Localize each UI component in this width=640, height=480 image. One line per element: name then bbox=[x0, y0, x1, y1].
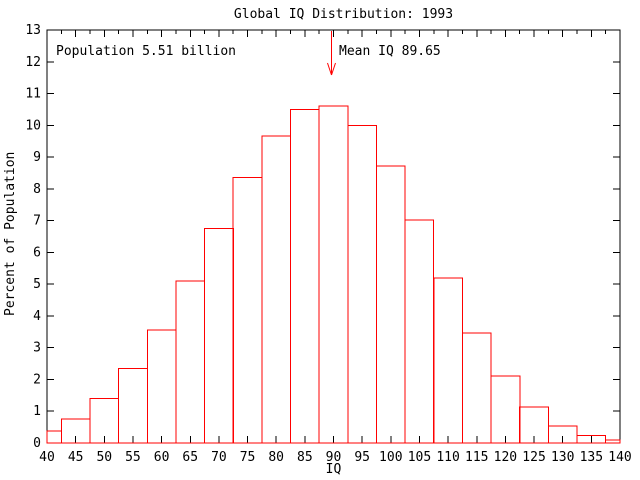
histogram-bar bbox=[204, 228, 234, 444]
histogram-bar bbox=[290, 108, 320, 444]
y-tick-label: 6 bbox=[33, 245, 41, 260]
y-tick-label: 11 bbox=[25, 87, 41, 102]
mean-arrow bbox=[327, 31, 336, 76]
histogram-bar bbox=[433, 277, 463, 444]
histogram-bar bbox=[347, 124, 377, 444]
y-tick-label: 4 bbox=[33, 309, 41, 324]
histogram-bar bbox=[318, 105, 349, 444]
y-tick-label: 13 bbox=[25, 23, 41, 38]
y-tick-label: 1 bbox=[33, 404, 41, 419]
histogram-bar bbox=[490, 375, 521, 444]
x-tick-label: 115 bbox=[465, 450, 488, 465]
histogram-bar bbox=[118, 367, 148, 444]
histogram-bar bbox=[46, 430, 62, 444]
x-tick-label: 65 bbox=[182, 450, 198, 465]
histogram-bar bbox=[461, 332, 492, 444]
histogram-bars bbox=[46, 105, 621, 444]
histogram-bar bbox=[261, 135, 291, 444]
x-tick-label: 85 bbox=[297, 450, 313, 465]
y-tick-label: 9 bbox=[33, 150, 41, 165]
x-tick-label: 90 bbox=[326, 450, 342, 465]
x-tick-label: 50 bbox=[96, 450, 112, 465]
x-tick-label: 60 bbox=[154, 450, 170, 465]
histogram-bar bbox=[175, 280, 205, 444]
x-tick-label: 95 bbox=[354, 450, 370, 465]
x-tick-label: 105 bbox=[408, 450, 431, 465]
x-axis-label: IQ bbox=[325, 462, 342, 477]
histogram-bar bbox=[146, 329, 177, 444]
histogram-bar bbox=[519, 406, 549, 444]
histogram-bar bbox=[547, 425, 578, 444]
x-tick-label: 140 bbox=[608, 450, 631, 465]
histogram-bar bbox=[232, 177, 263, 444]
mean-arrow-head bbox=[327, 62, 332, 76]
x-tick-label: 135 bbox=[580, 450, 603, 465]
x-tick-label: 45 bbox=[68, 450, 84, 465]
mean-arrow-head bbox=[331, 62, 336, 76]
y-tick-label: 12 bbox=[25, 55, 41, 70]
axes bbox=[46, 29, 621, 444]
y-tick-label: 5 bbox=[33, 277, 41, 292]
y-tick-label: 0 bbox=[33, 436, 41, 451]
chart-title: Global IQ Distribution: 1993 bbox=[233, 7, 454, 22]
x-tick-label: 75 bbox=[240, 450, 256, 465]
population-annotation: Population 5.51 billion bbox=[56, 44, 237, 59]
x-tick-label: 130 bbox=[551, 450, 574, 465]
plot-border bbox=[46, 29, 621, 444]
x-tick-label: 70 bbox=[211, 450, 227, 465]
y-tick-label: 7 bbox=[33, 214, 41, 229]
y-tick-label: 8 bbox=[33, 182, 41, 197]
histogram-bar bbox=[404, 219, 435, 444]
x-tick-label: 125 bbox=[522, 450, 545, 465]
histogram-bar bbox=[376, 165, 406, 444]
x-tick-label: 120 bbox=[494, 450, 517, 465]
x-tick-label: 110 bbox=[436, 450, 459, 465]
y-tick-label: 2 bbox=[33, 372, 41, 387]
y-axis-label: Percent of Population bbox=[3, 151, 18, 316]
x-tick-label: 100 bbox=[379, 450, 402, 465]
y-tick-label: 3 bbox=[33, 341, 41, 356]
x-tick-label: 55 bbox=[125, 450, 141, 465]
x-tick-label: 40 bbox=[39, 450, 55, 465]
mean-annotation: Mean IQ 89.65 bbox=[339, 44, 441, 59]
x-tick-label: 80 bbox=[268, 450, 284, 465]
histogram-bar bbox=[605, 439, 621, 444]
y-tick-label: 10 bbox=[25, 118, 41, 133]
